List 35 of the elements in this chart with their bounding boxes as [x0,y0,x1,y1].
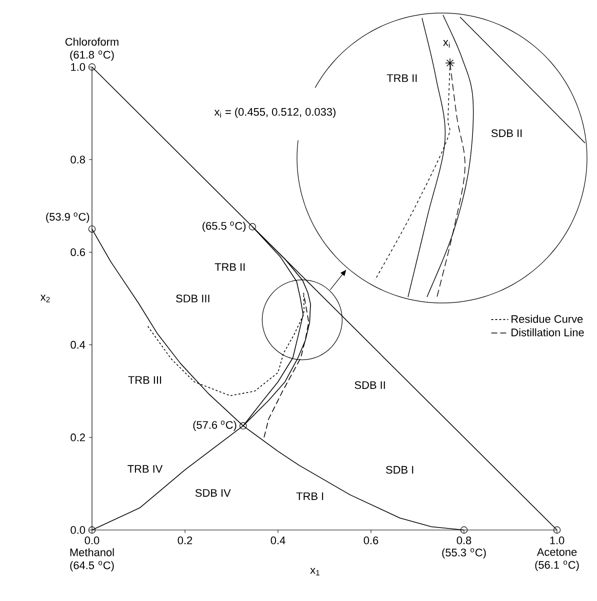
annotation: Methanol (64.5 $^{o}$C) [70,548,114,572]
annotation: SDB I [386,466,414,474]
annotation: (57.6 $^{o}$C) [193,420,236,431]
y-tick-label: 1.0 [71,63,86,71]
y-tick-label: 0.4 [70,340,86,349]
annotation: TRB II [386,74,417,82]
x-tick-label: 0.4 [270,536,286,544]
x-tick-label: 0.6 [364,536,378,544]
x-tick-label: 0.0 [84,536,100,544]
annotation: Acetone (56.1 $^{o}$C) [535,548,579,571]
annotation: TRB III [128,376,162,384]
annotation: (55.3 $^{o}$C) [442,548,486,559]
y-tick-label: 0.8 [70,156,86,164]
legend-label: Residue Curve [512,314,583,323]
y-axis-title: x$_{2}$ [40,294,50,302]
annotation: (53.9 $^{o}$C) [46,212,90,223]
x-tick-label: 0.2 [178,536,192,544]
annotation: TRB II [214,263,245,271]
annotation: SDB IV [195,489,231,497]
x-tick-label: 1.0 [550,536,564,544]
annotation: (65.5 $^{o}$C) [202,222,246,232]
annotation: Chloroform (61.8 $^{o}$C) [65,38,118,61]
annotation: TRB IV [128,465,163,473]
legend-label: Distillation Line [512,328,584,336]
text: x$_{i}$ [443,40,450,48]
y-tick-label: 0.0 [70,526,86,534]
annotation: SDB II [354,381,385,389]
y-tick-label: 0.6 [70,248,86,256]
x-axis-title: x$_{1}$ [310,568,320,576]
annotation: TRB I [296,492,324,500]
x-tick-label: 0.8 [456,536,472,544]
y-tick-label: 0.2 [70,434,85,442]
annotation: SDB III [176,294,210,302]
annotation: x$_{i}$ = (0.455, 0.512, 0.033) [214,108,336,118]
annotation: SDB II [491,129,522,138]
